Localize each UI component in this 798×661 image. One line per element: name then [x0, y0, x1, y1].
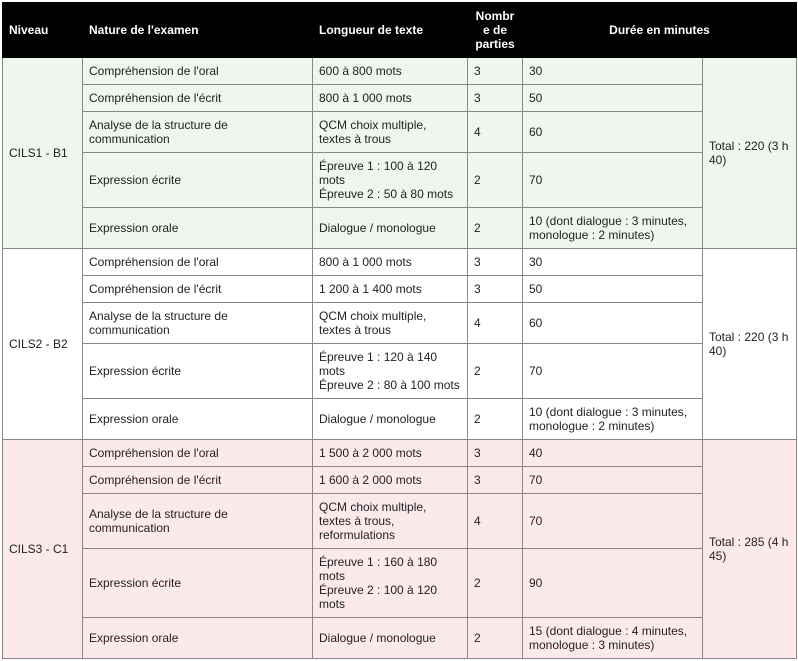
th-level: Niveau: [3, 3, 83, 58]
cell-length: Dialogue / monologue: [313, 618, 468, 659]
table-row: Analyse de la structure de communication…: [3, 494, 797, 549]
cell-duration: 15 (dont dialogue : 4 minutes, monologue…: [523, 618, 703, 659]
cell-duration: 70: [523, 344, 703, 399]
cell-length: Épreuve 1 : 160 à 180 mots Épreuve 2 : 1…: [313, 549, 468, 618]
cell-nature: Analyse de la structure de communication: [83, 303, 313, 344]
cell-parts: 2: [468, 153, 523, 208]
cell-nature: Compréhension de l'écrit: [83, 276, 313, 303]
table-row: CILS2 - B2Compréhension de l'oral800 à 1…: [3, 249, 797, 276]
cell-duration: 50: [523, 276, 703, 303]
cell-nature: Expression écrite: [83, 153, 313, 208]
cell-parts: 2: [468, 399, 523, 440]
table-row: Analyse de la structure de communication…: [3, 112, 797, 153]
cell-length: 1 500 à 2 000 mots: [313, 440, 468, 467]
cell-nature: Expression orale: [83, 399, 313, 440]
cell-duration: 60: [523, 112, 703, 153]
cell-total: Total : 285 (4 h 45): [703, 440, 797, 659]
cell-parts: 3: [468, 440, 523, 467]
cell-duration: 30: [523, 58, 703, 85]
cell-nature: Analyse de la structure de communication: [83, 112, 313, 153]
cell-duration: 70: [523, 494, 703, 549]
cell-duration: 90: [523, 549, 703, 618]
cell-parts: 3: [468, 85, 523, 112]
cell-duration: 70: [523, 467, 703, 494]
cell-nature: Compréhension de l'oral: [83, 249, 313, 276]
table-row: Expression oraleDialogue / monologue210 …: [3, 208, 797, 249]
cell-parts: 3: [468, 467, 523, 494]
th-duration: Durée en minutes: [523, 3, 797, 58]
cell-nature: Expression orale: [83, 208, 313, 249]
table-row: Expression écriteÉpreuve 1 : 120 à 140 m…: [3, 344, 797, 399]
cell-parts: 3: [468, 58, 523, 85]
cell-length: 1 200 à 1 400 mots: [313, 276, 468, 303]
level-name: CILS1 - B1: [3, 58, 83, 249]
cell-parts: 2: [468, 344, 523, 399]
cell-parts: 4: [468, 494, 523, 549]
table-row: Compréhension de l'écrit1 200 à 1 400 mo…: [3, 276, 797, 303]
cell-duration: 10 (dont dialogue : 3 minutes, monologue…: [523, 208, 703, 249]
cell-nature: Analyse de la structure de communication: [83, 494, 313, 549]
table-row: Expression écriteÉpreuve 1 : 160 à 180 m…: [3, 549, 797, 618]
th-length: Longueur de texte: [313, 3, 468, 58]
table-row: CILS3 - C1Compréhension de l'oral1 500 à…: [3, 440, 797, 467]
cell-nature: Compréhension de l'écrit: [83, 467, 313, 494]
cell-length: Dialogue / monologue: [313, 208, 468, 249]
cell-length: 1 600 à 2 000 mots: [313, 467, 468, 494]
cell-length: QCM choix multiple, textes à trous: [313, 303, 468, 344]
level-name: CILS2 - B2: [3, 249, 83, 440]
table-row: Compréhension de l'écrit1 600 à 2 000 mo…: [3, 467, 797, 494]
table-row: Expression oraleDialogue / monologue210 …: [3, 399, 797, 440]
table-row: Expression écriteÉpreuve 1 : 100 à 120 m…: [3, 153, 797, 208]
exam-table: Niveau Nature de l'examen Longueur de te…: [2, 2, 797, 659]
cell-nature: Compréhension de l'oral: [83, 58, 313, 85]
cell-duration: 30: [523, 249, 703, 276]
cell-parts: 2: [468, 549, 523, 618]
cell-parts: 2: [468, 208, 523, 249]
cell-duration: 10 (dont dialogue : 3 minutes, monologue…: [523, 399, 703, 440]
cell-parts: 3: [468, 276, 523, 303]
cell-length: 600 à 800 mots: [313, 58, 468, 85]
level-block: CILS1 - B1Compréhension de l'oral600 à 8…: [3, 58, 797, 249]
cell-length: Dialogue / monologue: [313, 399, 468, 440]
cell-nature: Expression orale: [83, 618, 313, 659]
level-block: CILS3 - C1Compréhension de l'oral1 500 à…: [3, 440, 797, 659]
cell-length: QCM choix multiple, textes à trous, refo…: [313, 494, 468, 549]
cell-length: Épreuve 1 : 120 à 140 mots Épreuve 2 : 8…: [313, 344, 468, 399]
cell-duration: 40: [523, 440, 703, 467]
cell-nature: Compréhension de l'écrit: [83, 85, 313, 112]
cell-duration: 70: [523, 153, 703, 208]
level-name: CILS3 - C1: [3, 440, 83, 659]
cell-parts: 2: [468, 618, 523, 659]
level-block: CILS2 - B2Compréhension de l'oral800 à 1…: [3, 249, 797, 440]
cell-parts: 3: [468, 249, 523, 276]
cell-length: 800 à 1 000 mots: [313, 249, 468, 276]
th-parts: Nombre de parties: [468, 3, 523, 58]
cell-nature: Expression écrite: [83, 549, 313, 618]
cell-nature: Expression écrite: [83, 344, 313, 399]
table-row: Expression oraleDialogue / monologue215 …: [3, 618, 797, 659]
cell-nature: Compréhension de l'oral: [83, 440, 313, 467]
cell-parts: 4: [468, 303, 523, 344]
table-row: Compréhension de l'écrit800 à 1 000 mots…: [3, 85, 797, 112]
cell-duration: 50: [523, 85, 703, 112]
cell-length: QCM choix multiple, textes à trous: [313, 112, 468, 153]
cell-length: Épreuve 1 : 100 à 120 mots Épreuve 2 : 5…: [313, 153, 468, 208]
cell-duration: 60: [523, 303, 703, 344]
cell-parts: 4: [468, 112, 523, 153]
cell-total: Total : 220 (3 h 40): [703, 249, 797, 440]
table-row: Analyse de la structure de communication…: [3, 303, 797, 344]
cell-total: Total : 220 (3 h 40): [703, 58, 797, 249]
th-nature: Nature de l'examen: [83, 3, 313, 58]
table-header-row: Niveau Nature de l'examen Longueur de te…: [3, 3, 797, 58]
cell-length: 800 à 1 000 mots: [313, 85, 468, 112]
table-row: CILS1 - B1Compréhension de l'oral600 à 8…: [3, 58, 797, 85]
